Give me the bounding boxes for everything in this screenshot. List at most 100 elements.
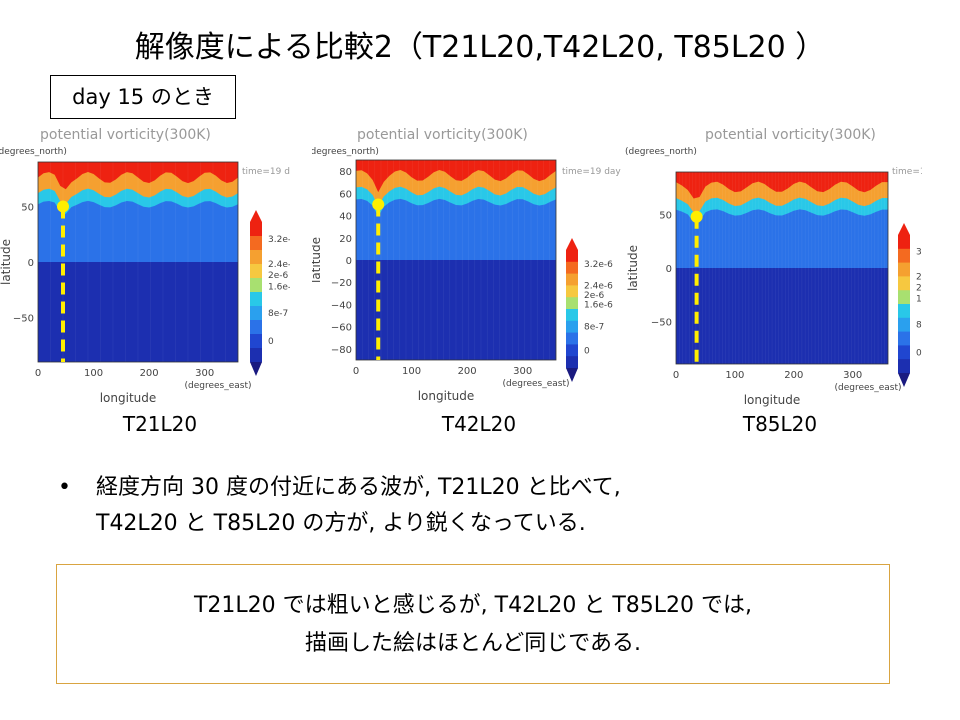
colorbar-segment [566,344,578,357]
y-tick-label: 50 [659,211,672,222]
x-axis-label: longitude [418,389,475,403]
colorbar-segment [566,250,578,263]
x-tick-label: 300 [195,368,214,379]
x-tick-label: 100 [725,370,744,381]
conclusion-line-1: T21L20 では粗いと感じるが, T42L20 と T85L20 では, [193,593,752,618]
colorbar-tick-label: 0 [584,346,590,356]
colorbar-tick-label: 8e-7 [584,323,604,333]
time-label: time=19 day [242,167,290,177]
colorbar-bottom-arrow [566,368,578,382]
x-tick-label: 200 [140,368,159,379]
y-tick-label: 0 [346,256,352,267]
plot-frame [675,171,889,365]
y-unit-label: (degrees_north) [312,147,379,157]
chart-panel-t42: potential vorticity(300K) (degrees_north)… [312,122,632,412]
x-tick-label: 300 [513,366,532,377]
x-tick-label: 100 [84,368,103,379]
y-tick-label: 80 [339,167,352,178]
colorbar-segment [566,332,578,345]
x-tick-label: 0 [673,370,679,381]
x-tick-label: 0 [353,366,359,377]
colorbar-segment [898,262,910,277]
colorbar-tick-label: 0 [268,337,274,347]
y-tick-label: −20 [331,278,352,289]
colorbar-segment [566,320,578,334]
y-tick-label: 40 [339,212,352,223]
x-tick-label: 200 [784,370,803,381]
colorbar-segment [250,348,262,363]
colorbar-segment [566,261,578,275]
field-south [676,268,888,364]
colorbar-segment [250,222,262,237]
colorbar-segment [250,292,262,307]
colorbar-segment [250,250,262,265]
chart-label-t85l20: T85L20 [742,412,818,436]
colorbar-bottom-arrow [250,362,262,376]
colorbar-tick-label: 2e-6 [268,271,289,281]
chart-t85l20: potential vorticity(300K) (degrees_north)… [625,127,922,407]
chart-panel-t85: potential vorticity(300K) (degrees_north)… [622,122,922,412]
colorbar-tick-label: 2.4e-6 [268,260,290,270]
colorbar-tick-label: 3.2e-6 [584,260,613,270]
plot-frame [355,159,557,361]
conclusion-line-2: 描画した絵はほとんど同じである. [304,631,642,656]
colorbar-segment [898,331,910,346]
x-unit-label: (degrees_east) [834,383,901,393]
colorbar-segment [566,356,578,369]
x-axis-label: longitude [100,391,157,405]
colorbar-segment [566,309,578,322]
y-axis-label: latitude [626,245,640,291]
chart-t21l20: potential vorticity(300K) (degrees_north)… [0,127,290,405]
time-label: time=19 day [562,167,621,177]
colorbar-segment [250,278,262,293]
colorbar-top-arrow [898,223,910,235]
bullet-line-1: 経度方向 30 度の付近にある波が, T21L20 と比べて, [96,475,621,500]
colorbar-tick-label: 8e-7 [916,321,922,331]
y-tick-label: 0 [666,264,672,275]
slide-title: 解像度による比較2（T21L20,T42L20, T85L20 ） [134,30,826,65]
colorbar-tick-label: 2.4e-6 [584,281,613,291]
colorbar-segment [250,264,262,279]
conclusion-box: T21L20 では粗いと感じるが, T42L20 と T85L20 では, 描画… [56,564,890,684]
y-unit-label: (degrees_north) [625,147,697,157]
colorbar-tick-label: 0 [916,348,922,358]
bullet-marker: • [58,475,71,500]
x-unit-label: (degrees_east) [502,379,569,389]
x-unit-label: (degrees_east) [184,381,251,391]
y-tick-label: 60 [339,189,352,200]
colorbar-segment [898,290,910,305]
y-tick-label: 50 [21,202,34,213]
colorbar-segment [250,236,262,251]
colorbar-top-arrow [250,210,262,222]
y-axis-label: latitude [312,237,323,283]
colorbar-tick-label: 2e-6 [584,291,605,301]
colorbar-segment [566,285,578,298]
marker-dot [690,210,703,223]
colorbar-tick-label: 3.2e-6 [268,235,290,245]
y-tick-label: −60 [331,323,352,334]
colorbar-segment [898,276,910,291]
chart-label-t42l20: T42L20 [441,412,517,436]
bullet-line-2: T42L20 と T85L20 の方が, より鋭くなっている. [96,511,586,536]
colorbar-top-arrow [566,238,578,250]
colorbar-segment [898,235,910,250]
chart-t42l20: potential vorticity(300K) (degrees_north)… [312,127,621,403]
colorbar-tick-label: 8e-7 [268,309,288,319]
colorbar-bottom-arrow [898,373,910,387]
colorbar-tick-label: 1.6e-6 [916,294,922,304]
y-tick-label: −40 [331,300,352,311]
colorbar-tick-label: 1.6e-6 [584,300,613,310]
colorbar-segment [250,334,262,349]
colorbar-tick-label: 2e-6 [916,283,922,293]
x-tick-label: 100 [402,366,421,377]
y-tick-label: −80 [331,345,352,356]
colorbar-segment [898,317,910,333]
colorbar-segment [566,273,578,286]
x-tick-label: 300 [843,370,862,381]
field-red-cap [38,162,238,190]
x-tick-label: 0 [35,368,41,379]
x-tick-label: 200 [458,366,477,377]
y-unit-label: (degrees_north) [0,147,67,157]
field-red-cap [356,160,556,193]
colorbar-segment [898,304,910,319]
